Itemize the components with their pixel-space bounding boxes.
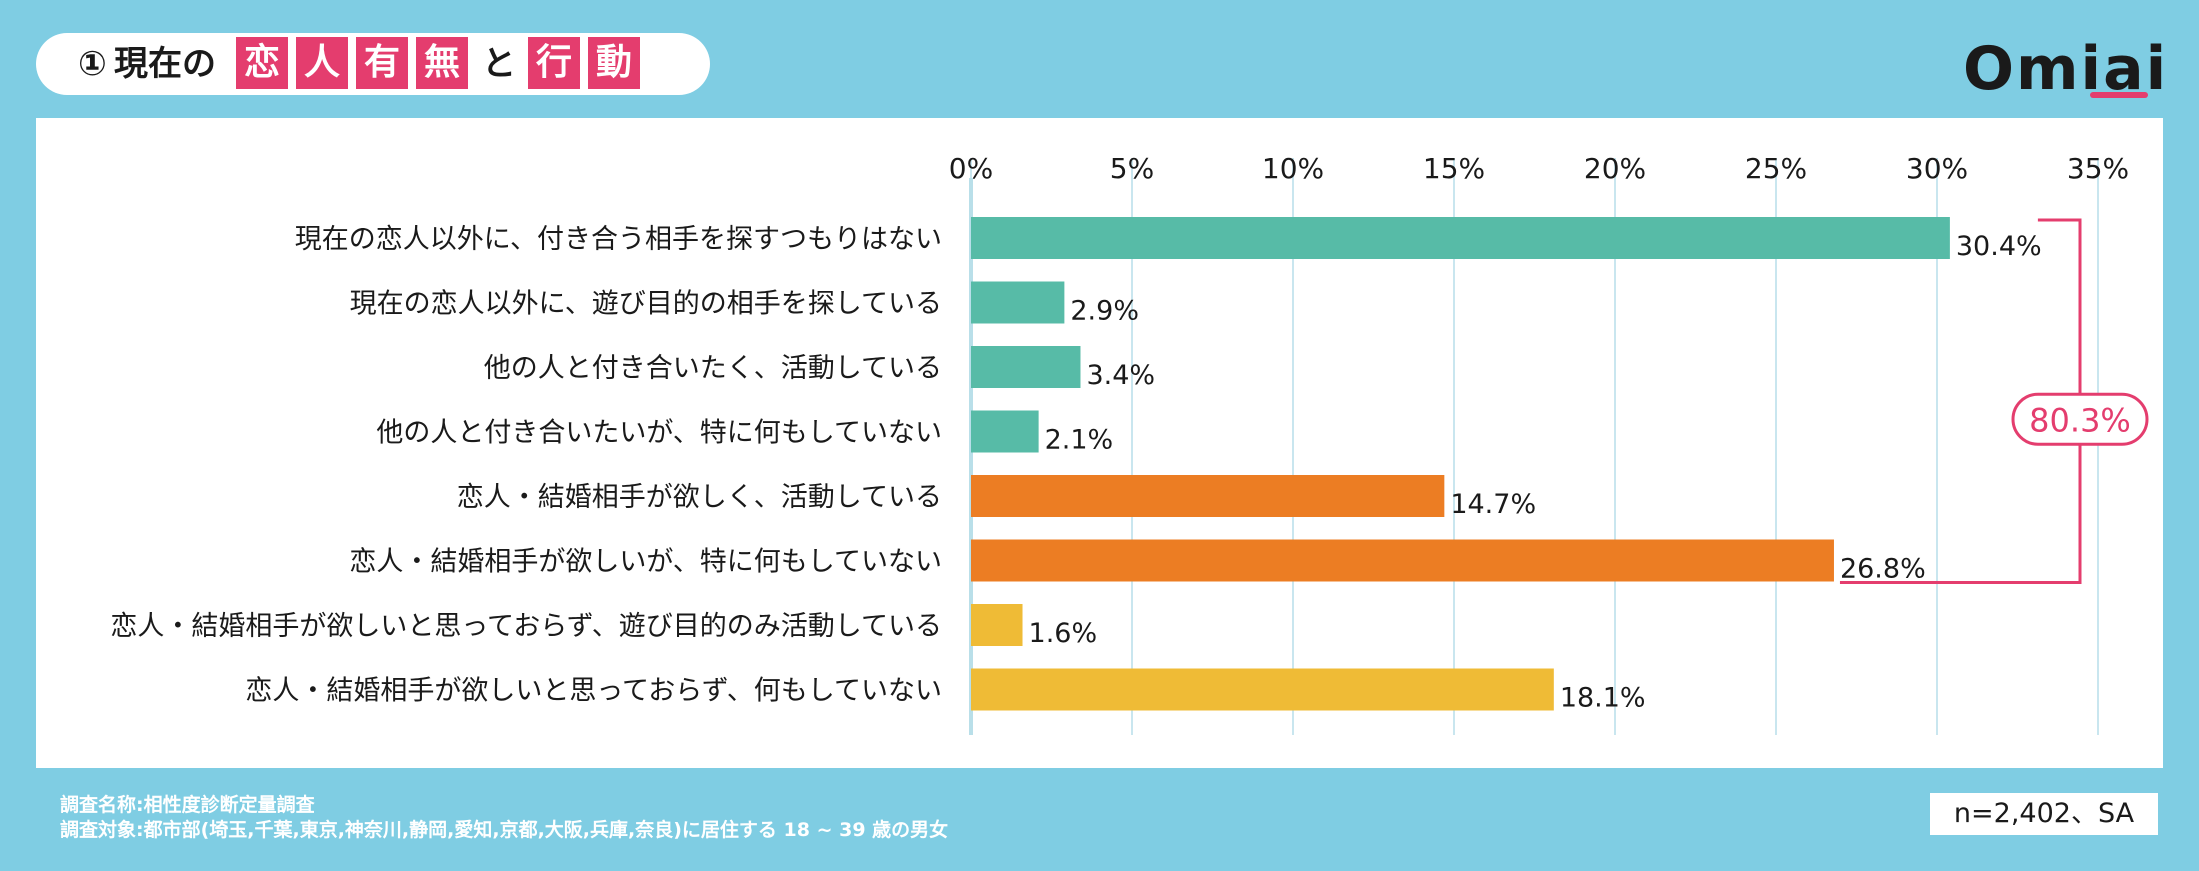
category-label: 恋人・結婚相手が欲しく、活動している: [457, 482, 942, 513]
bar: [971, 281, 1065, 324]
title-box-5: 行: [528, 37, 580, 89]
title-box-1: 恋: [236, 37, 288, 89]
title-box-6: 動: [588, 37, 640, 89]
x-tick-label: 15%: [1423, 152, 1485, 185]
category-label: 他の人と付き合いたく、活動している: [484, 353, 942, 384]
bar: [971, 410, 1039, 453]
bar-value-label: 2.9%: [1070, 296, 1139, 327]
title-number: ①: [78, 44, 107, 84]
x-tick-label: 5%: [1110, 152, 1154, 185]
bar-value-label: 30.4%: [1956, 231, 2042, 262]
title-box-2: 人: [296, 37, 348, 89]
category-label: 恋人・結婚相手が欲しいと思っておらず、遊び目的のみ活動している: [110, 611, 942, 642]
bar: [971, 346, 1081, 388]
bar: [971, 475, 1445, 517]
bracket-label-box: [2011, 392, 2149, 446]
category-label: 恋人・結婚相手が欲しいが、特に何もしていない: [349, 547, 942, 578]
bar-value-label: 14.7%: [1450, 489, 1536, 520]
title-prefix: 現在の: [114, 44, 216, 84]
x-tick-label: 10%: [1262, 152, 1324, 185]
x-tick-label: 30%: [1906, 152, 1968, 185]
bar: [971, 217, 1950, 259]
x-tick-label: 20%: [1584, 152, 1646, 185]
x-tick-label: 35%: [2067, 152, 2129, 185]
logo-underline: [2090, 92, 2148, 98]
title-box-3: 有: [356, 37, 408, 89]
bar: [971, 539, 1834, 582]
bar-value-label: 18.1%: [1560, 683, 1646, 714]
x-tick-label: 25%: [1745, 152, 1807, 185]
category-label: 現在の恋人以外に、付き合う相手を探すつもりはない: [295, 224, 942, 255]
category-label: 恋人・結婚相手が欲しいと思っておらず、何もしていない: [245, 676, 942, 707]
sample-size-box: n=2,402、SA: [1930, 793, 2158, 835]
bar-value-label: 1.6%: [1029, 618, 1098, 649]
title-box-4: 無: [416, 37, 468, 89]
survey-target: 調査対象:都市部(埼玉,千葉,東京,神奈川,静岡,愛知,京都,大阪,兵庫,奈良)…: [60, 819, 949, 841]
bar: [971, 668, 1554, 711]
category-label: 現在の恋人以外に、遊び目的の相手を探している: [350, 289, 942, 320]
bar-value-label: 2.1%: [1045, 425, 1114, 456]
category-label: 他の人と付き合いたいが、特に何もしていない: [376, 418, 942, 449]
bar: [971, 604, 1023, 646]
bar-value-label: 26.8%: [1840, 554, 1926, 585]
title-pill: ① 現在の 恋 人 有 無 と 行 動: [36, 33, 710, 95]
title-middle: と: [482, 44, 516, 84]
bar-value-label: 3.4%: [1086, 360, 1155, 391]
survey-name: 調査名称:相性度診断定量調査: [60, 794, 315, 816]
bracket-total-label: 80.3%: [2029, 401, 2131, 439]
